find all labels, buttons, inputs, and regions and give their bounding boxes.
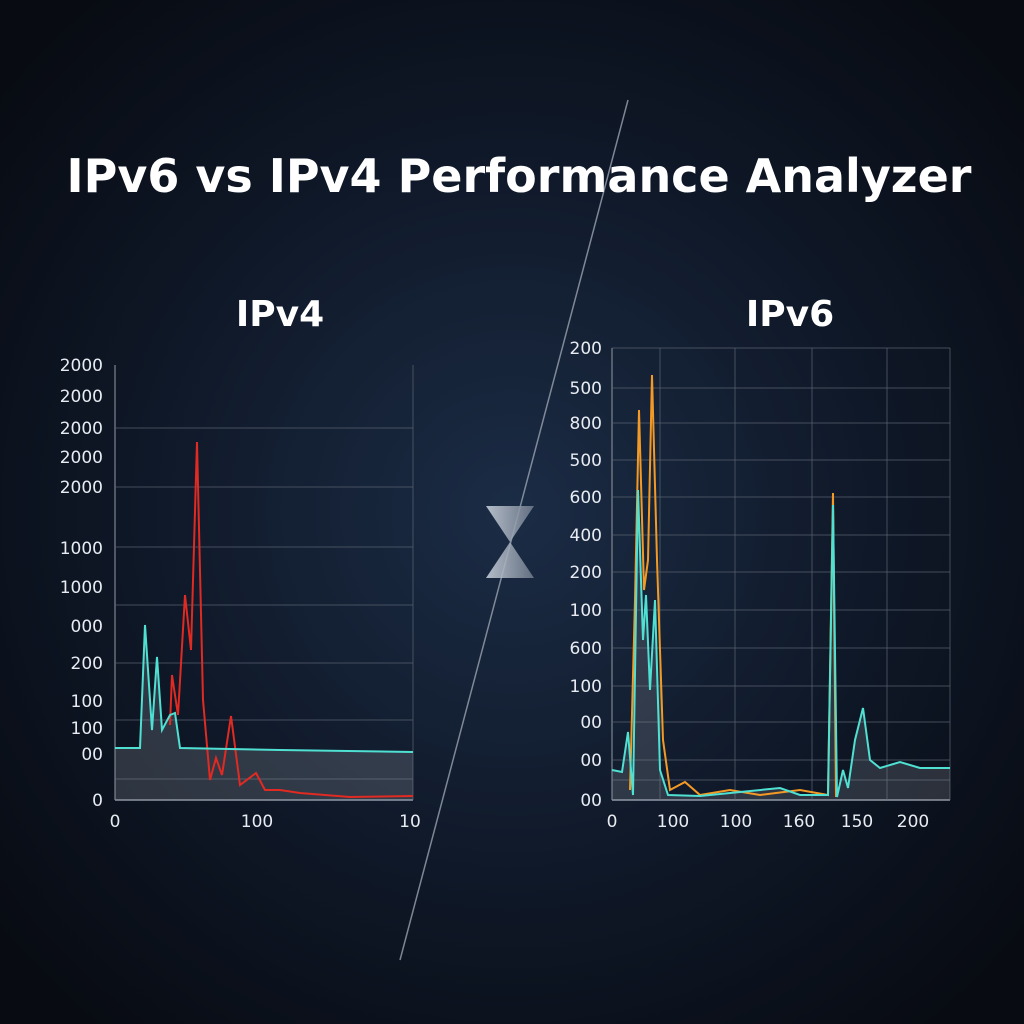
y-tick-label: 500: [570, 379, 602, 399]
panel-heading: IPv4: [236, 294, 324, 335]
hourglass-icon: [486, 506, 534, 578]
x-tick-label: 100: [657, 812, 689, 832]
y-tick-label: 200: [570, 563, 602, 583]
x-tick-label: 10: [399, 812, 421, 832]
y-tick-label: 600: [570, 488, 602, 508]
baseline-line: [115, 624, 414, 753]
x-tick-label: 0: [607, 812, 618, 832]
x-tick-label: 100: [241, 812, 273, 832]
ipv6-chart: [611, 347, 951, 801]
x-tick-label: 160: [783, 812, 815, 832]
area: [612, 490, 950, 800]
y-tick-label: 200: [570, 339, 602, 359]
y-tick-label: 100: [570, 677, 602, 697]
ipv4-line: [169, 441, 414, 799]
y-tick-label: 00: [580, 713, 602, 733]
y-tick-label: 000: [71, 617, 103, 637]
y-tick-label: 2000: [60, 356, 103, 376]
y-tick-label: 2000: [60, 387, 103, 407]
x-tick-label: 150: [841, 812, 873, 832]
ipv4-chart: [114, 365, 414, 801]
y-tick-label: 1000: [60, 578, 103, 598]
panel-heading: IPv6: [746, 294, 834, 335]
area: [115, 625, 413, 800]
y-tick-label: 500: [570, 451, 602, 471]
y-tick-label: 00: [81, 745, 103, 765]
y-tick-label: 100: [71, 719, 103, 739]
y-tick-label: 2000: [60, 419, 103, 439]
y-tick-label: 1000: [60, 539, 103, 559]
y-tick-label: 2000: [60, 478, 103, 498]
orange-line: [629, 374, 837, 798]
x-tick-label: 0: [110, 812, 121, 832]
y-tick-label: 100: [71, 692, 103, 712]
title: IPv6 vs IPv4 Performance Analyzer: [67, 149, 972, 203]
y-tick-label: 2000: [60, 448, 103, 468]
y-tick-label: 100: [570, 601, 602, 621]
y-tick-label: 00: [580, 791, 602, 811]
y-tick-label: 200: [71, 654, 103, 674]
cyan-line: [611, 489, 950, 798]
y-tick-label: 00: [580, 751, 602, 771]
y-tick-label: 0: [92, 791, 103, 811]
y-tick-label: 400: [570, 526, 602, 546]
y-tick-label: 600: [570, 639, 602, 659]
x-tick-label: 200: [897, 812, 929, 832]
x-tick-label: 100: [720, 812, 752, 832]
y-tick-label: 800: [570, 414, 602, 434]
